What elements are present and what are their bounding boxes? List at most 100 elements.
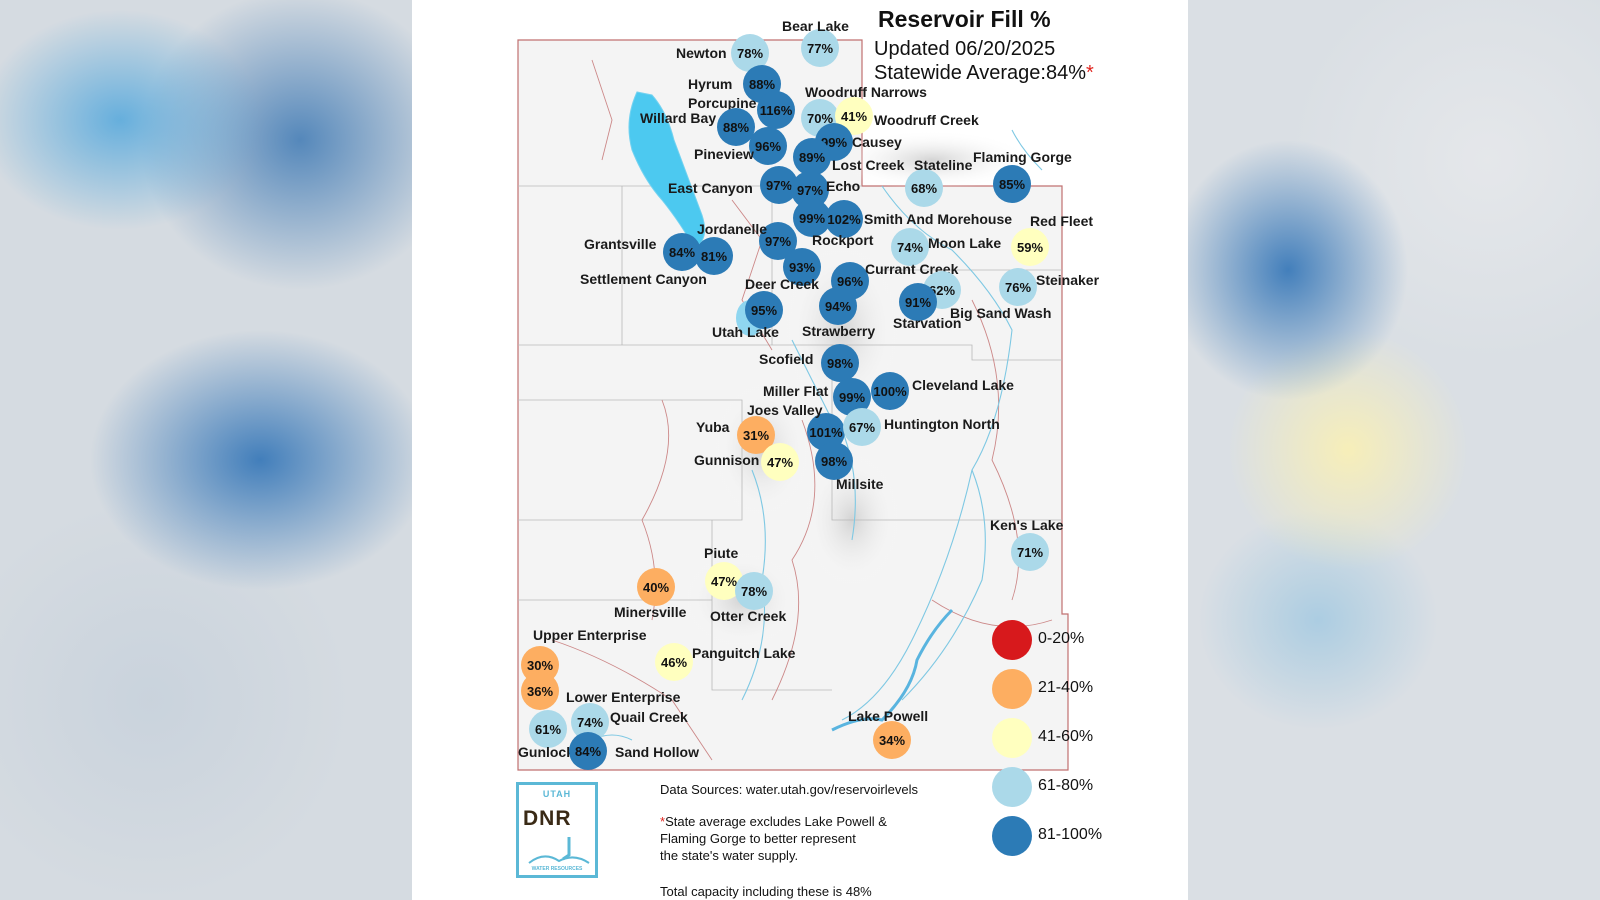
legend-swatch xyxy=(992,620,1032,660)
reservoir-label: Stateline xyxy=(914,157,973,173)
reservoir-marker: 84% xyxy=(569,732,607,770)
reservoir-marker: 67% xyxy=(843,408,881,446)
total-capacity-note: Total capacity including these is 48% xyxy=(660,884,872,899)
reservoir-label: Utah Lake xyxy=(712,324,779,340)
reservoir-label: Woodruff Creek xyxy=(874,112,979,128)
reservoir-label: Deer Creek xyxy=(745,276,819,292)
reservoir-marker: 96% xyxy=(749,127,787,165)
reservoir-marker: 95% xyxy=(745,291,783,329)
reservoir-label: Ken's Lake xyxy=(990,517,1064,533)
reservoir-marker: 116% xyxy=(757,91,795,129)
blurred-background-right xyxy=(1188,0,1600,900)
legend-label: 0-20% xyxy=(1038,630,1085,647)
reservoir-label: Otter Creek xyxy=(710,608,787,624)
reservoir-label: Sand Hollow xyxy=(615,744,699,760)
reservoir-label: Jordanelle xyxy=(697,221,768,237)
reservoir-label: Bear Lake xyxy=(782,18,849,34)
reservoir-marker: 78% xyxy=(735,572,773,610)
legend-swatch xyxy=(992,767,1032,807)
reservoir-marker: 85% xyxy=(993,165,1031,203)
reservoir-marker: 61% xyxy=(529,710,567,748)
exclusion-note: *State average excludes Lake Powell & Fla… xyxy=(660,814,887,863)
reservoir-label: Panguitch Lake xyxy=(692,645,796,661)
reservoir-marker: 91% xyxy=(899,283,937,321)
reservoir-marker: 98% xyxy=(821,344,859,382)
statewide-asterisk: * xyxy=(1086,62,1094,84)
reservoir-marker: 94% xyxy=(819,287,857,325)
reservoir-label: Joes Valley xyxy=(747,402,823,418)
reservoir-marker: 47% xyxy=(761,443,799,481)
map-title: Reservoir Fill % xyxy=(878,6,1051,32)
reservoir-label: Grantsville xyxy=(584,236,657,252)
legend-swatch xyxy=(992,816,1032,856)
reservoir-label: Lost Creek xyxy=(832,157,905,173)
reservoir-label: Rockport xyxy=(812,232,874,248)
reservoir-label: Minersville xyxy=(614,604,687,620)
reservoir-marker: 97% xyxy=(791,171,829,209)
reservoir-marker: 74% xyxy=(891,228,929,266)
reservoir-marker: 68% xyxy=(905,169,943,207)
reservoir-marker: 77% xyxy=(801,29,839,67)
legend-label: 61-80% xyxy=(1038,777,1094,794)
reservoir-label: Red Fleet xyxy=(1030,213,1094,229)
reservoir-label: Lower Enterprise xyxy=(566,689,681,705)
reservoir-marker: 59% xyxy=(1011,228,1049,266)
reservoir-label: Piute xyxy=(704,545,739,561)
reservoir-marker: 81% xyxy=(695,237,733,275)
reservoir-label: Woodruff Narrows xyxy=(805,84,927,100)
reservoir-marker: 76% xyxy=(999,268,1037,306)
reservoir-label: Hyrum xyxy=(688,76,733,92)
reservoir-marker: 36% xyxy=(521,672,559,710)
reservoir-marker: 99% xyxy=(793,199,831,237)
reservoir-marker: 98% xyxy=(815,442,853,480)
statewide-average: Statewide Average:84%* xyxy=(874,62,1094,84)
reservoir-label: Flaming Gorge xyxy=(973,149,1072,165)
reservoir-label: Porcupine xyxy=(688,95,757,111)
legend-swatch xyxy=(992,718,1032,758)
reservoir-label: Newton xyxy=(676,45,727,61)
reservoir-marker: 102% xyxy=(825,200,863,238)
reservoir-label: Yuba xyxy=(696,419,730,435)
reservoir-label: Willard Bay xyxy=(640,110,717,126)
reservoir-marker: 89% xyxy=(793,138,831,176)
updated-date: Updated 06/20/2025 xyxy=(874,38,1056,60)
utah-base-map xyxy=(517,39,1069,771)
reservoir-marker: 46% xyxy=(655,643,693,681)
legend-label: 21-40% xyxy=(1038,679,1094,696)
legend-swatch xyxy=(992,669,1032,709)
reservoir-marker: 34% xyxy=(873,721,911,759)
legend-label: 41-60% xyxy=(1038,728,1094,745)
reservoir-label: Millsite xyxy=(836,476,884,492)
reservoir-label: Huntington North xyxy=(884,416,1000,432)
reservoir-label: Pineview xyxy=(694,146,754,162)
reservoir-label: Echo xyxy=(826,178,861,194)
reservoir-label: Lake Powell xyxy=(848,708,929,724)
faucet-icon xyxy=(528,837,590,864)
reservoir-label: Moon Lake xyxy=(928,235,1002,251)
reservoir-label: Big Sand Wash xyxy=(950,305,1052,321)
reservoir-label: Cleveland Lake xyxy=(912,377,1014,393)
reservoir-marker: 40% xyxy=(637,568,675,606)
reservoir-label: East Canyon xyxy=(668,180,753,196)
reservoir-marker: 97% xyxy=(759,222,797,260)
reservoir-label: Starvation xyxy=(893,315,962,331)
reservoir-label: Settlement Canyon xyxy=(580,271,707,287)
reservoir-label: Strawberry xyxy=(802,323,876,339)
reservoir-label: Gunnison xyxy=(694,452,760,468)
reservoir-marker: 88% xyxy=(717,108,755,146)
reservoir-label: Causey xyxy=(852,134,902,150)
reservoir-label: Steinaker xyxy=(1036,272,1100,288)
reservoir-marker: 100% xyxy=(871,372,909,410)
data-sources-note: Data Sources: water.utah.gov/reservoirle… xyxy=(660,782,918,797)
reservoir-marker: 93% xyxy=(783,248,821,286)
utah-dnr-logo: UTAH DNR WATER RESOURCES xyxy=(516,782,598,878)
reservoir-label: Quail Creek xyxy=(610,709,688,725)
blurred-background-left xyxy=(0,0,412,900)
legend-label: 81-100% xyxy=(1038,826,1103,843)
reservoir-map-panel: Reservoir Fill % Updated 06/20/2025 Stat… xyxy=(412,0,1188,900)
reservoir-label: Gunlock xyxy=(518,744,575,760)
reservoir-label: Smith And Morehouse xyxy=(864,211,1013,227)
reservoir-label: Scofield xyxy=(759,351,814,367)
lake-powell xyxy=(831,608,954,732)
reservoir-label: Upper Enterprise xyxy=(533,627,647,643)
